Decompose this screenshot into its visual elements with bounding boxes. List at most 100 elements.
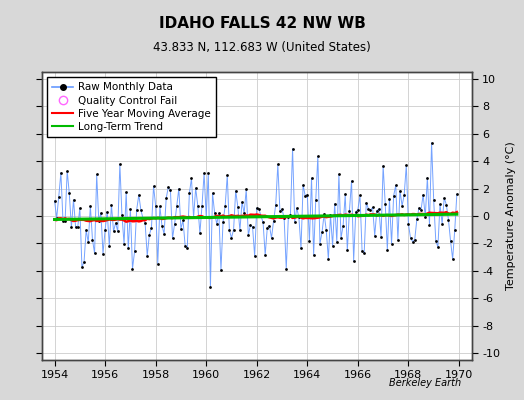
Point [265, 222, 274, 229]
Point [179, 217, 187, 224]
Point [57, 170, 65, 176]
Point [158, 222, 166, 229]
Point [101, 226, 110, 233]
Point [139, 215, 147, 222]
Point [417, 206, 425, 213]
Point [391, 182, 400, 188]
Point [398, 203, 406, 209]
Point [423, 174, 432, 181]
Point [118, 212, 126, 218]
Point [288, 146, 297, 152]
Point [259, 219, 267, 226]
Point [191, 185, 200, 191]
Point [312, 197, 320, 204]
Point [339, 222, 347, 229]
Point [213, 221, 221, 227]
Point [112, 220, 120, 226]
Point [86, 203, 94, 209]
Point [396, 188, 404, 194]
Point [430, 197, 438, 204]
Point [308, 175, 316, 181]
Point [200, 170, 209, 176]
Point [377, 234, 385, 240]
Point [170, 221, 179, 227]
Point [412, 216, 421, 223]
Point [389, 192, 398, 199]
Point [381, 201, 389, 207]
Point [172, 203, 181, 210]
Point [195, 230, 204, 236]
Point [223, 172, 232, 178]
Point [103, 208, 112, 215]
Text: IDAHO FALLS 42 NW WB: IDAHO FALLS 42 NW WB [159, 16, 365, 32]
Point [362, 199, 370, 206]
Point [244, 232, 253, 238]
Point [329, 242, 337, 249]
Point [406, 235, 414, 241]
Point [168, 235, 177, 242]
Point [187, 175, 195, 182]
Point [333, 239, 341, 245]
Point [250, 253, 259, 259]
Point [410, 236, 419, 243]
Point [358, 248, 366, 254]
Point [124, 245, 133, 252]
Point [364, 206, 373, 212]
Point [143, 252, 151, 259]
Point [105, 243, 114, 250]
Point [80, 259, 88, 265]
Point [204, 170, 213, 176]
Point [253, 205, 261, 211]
Point [225, 227, 234, 233]
Point [137, 207, 145, 214]
Point [189, 214, 198, 221]
Point [126, 206, 135, 212]
Point [438, 220, 446, 227]
Point [316, 240, 324, 247]
Point [280, 215, 288, 222]
Point [385, 196, 394, 202]
Point [162, 195, 170, 202]
Point [114, 228, 122, 234]
Point [370, 232, 379, 239]
Point [149, 183, 158, 189]
Point [402, 162, 410, 168]
Point [52, 215, 61, 221]
Point [383, 246, 391, 253]
Point [274, 161, 282, 168]
Point [387, 241, 396, 247]
Point [166, 186, 174, 193]
Point [221, 203, 230, 209]
Point [75, 205, 84, 211]
Point [63, 168, 71, 174]
Point [236, 227, 244, 234]
Point [446, 238, 455, 244]
Point [54, 194, 63, 200]
Point [238, 199, 246, 205]
Point [84, 239, 92, 246]
Point [177, 225, 185, 232]
Point [324, 256, 333, 262]
Point [335, 171, 343, 177]
Point [181, 242, 189, 249]
Point [209, 190, 217, 196]
Point [183, 245, 191, 252]
Point [198, 202, 206, 209]
Point [174, 186, 183, 192]
Point [230, 226, 238, 233]
Point [451, 227, 459, 233]
Text: 43.833 N, 112.683 W (United States): 43.833 N, 112.683 W (United States) [153, 42, 371, 54]
Point [428, 140, 436, 146]
Point [368, 204, 377, 211]
Point [276, 208, 284, 215]
Point [449, 256, 457, 262]
Point [326, 212, 335, 218]
Point [366, 207, 375, 213]
Point [185, 190, 193, 196]
Point [82, 227, 90, 233]
Point [202, 213, 211, 220]
Point [421, 214, 430, 220]
Point [69, 196, 78, 203]
Point [242, 186, 250, 192]
Point [297, 245, 305, 252]
